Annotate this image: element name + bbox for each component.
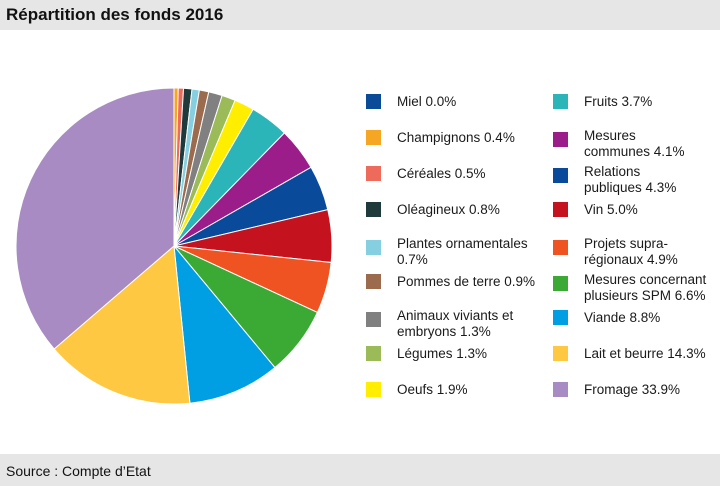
title-bar: Répartition des fonds 2016	[0, 0, 720, 30]
legend-swatch	[553, 276, 568, 291]
legend-label: Oléagineux 0.8%	[397, 202, 500, 217]
legend-swatch	[366, 312, 381, 327]
legend-label: Fruits 3.7%	[584, 94, 653, 109]
legend-swatch	[366, 274, 381, 289]
pie-slice-16	[53, 244, 191, 405]
chart-title: Répartition des fonds 2016	[6, 5, 224, 24]
legend-label: Champignons 0.4%	[397, 130, 515, 145]
legend-swatch	[553, 240, 568, 255]
pie-slice-15	[173, 244, 276, 404]
legend-swatch	[553, 202, 568, 217]
legend-swatch	[366, 166, 381, 181]
legend-swatch	[553, 346, 568, 361]
legend-swatch	[366, 94, 381, 109]
legend-swatch	[366, 240, 381, 255]
legend-label: Vin 5.0%	[584, 202, 638, 217]
pie-chart	[15, 87, 333, 405]
legend-label: Lait et beurre 14.3%	[584, 346, 706, 361]
legend-swatch	[366, 346, 381, 361]
legend-swatch	[553, 310, 568, 325]
legend-label: Pommes de terre 0.9%	[397, 274, 536, 289]
legend-swatch	[366, 202, 381, 217]
legend-label: Projets supra- régionaux 4.9%	[584, 236, 678, 267]
source-note: Source : Compte d’Etat	[6, 463, 151, 479]
legend-label: Oeufs 1.9%	[397, 382, 468, 397]
pie-slice-17	[15, 87, 175, 350]
legend-label: Viande 8.8%	[584, 310, 661, 325]
footer-bar: Source : Compte d’Etat	[0, 454, 720, 486]
legend-swatch	[553, 168, 568, 183]
legend-label: Animaux viviants et embryons 1.3%	[397, 308, 514, 339]
legend-label: Fromage 33.9%	[584, 382, 681, 397]
legend-label: Céréales 0.5%	[397, 166, 486, 181]
legend-label: Miel 0.0%	[397, 94, 457, 109]
legend-label: Légumes 1.3%	[397, 346, 488, 361]
legend-label: Mesures communes 4.1%	[584, 128, 685, 159]
legend-label: Plantes ornamentales 0.7%	[397, 236, 528, 267]
legend-label: Mesures concernant plusieurs SPM 6.6%	[584, 272, 707, 303]
legend-swatch	[553, 382, 568, 397]
legend-swatch	[553, 94, 568, 109]
legend-swatch	[553, 132, 568, 147]
legend-swatch	[366, 382, 381, 397]
legend-swatch	[366, 130, 381, 145]
legend-label: Relations publiques 4.3%	[584, 164, 677, 195]
